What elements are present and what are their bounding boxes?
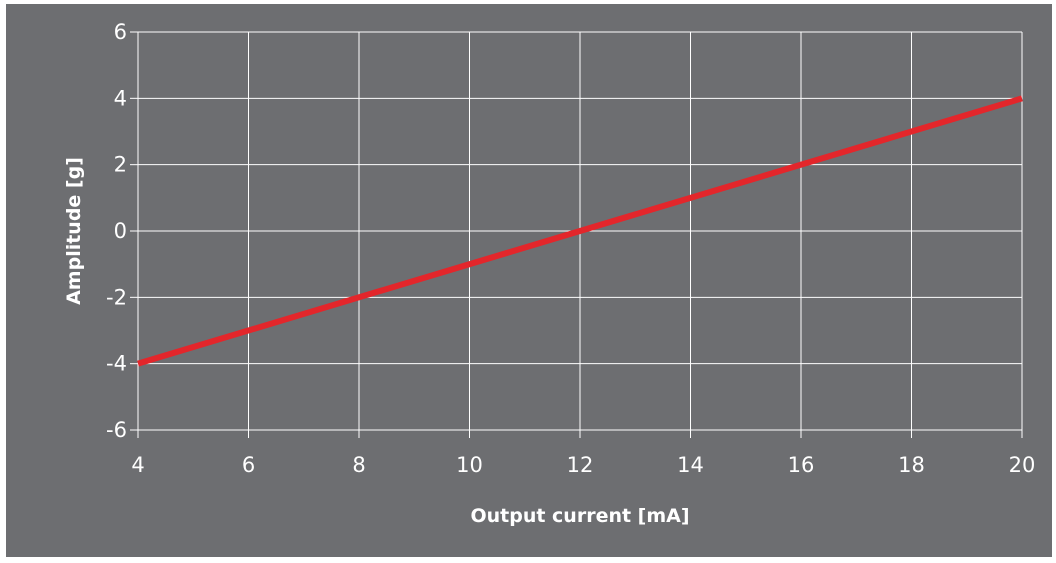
x-tick-label: 4 (131, 453, 144, 477)
x-tick-label: 16 (788, 453, 815, 477)
y-tick-label: 6 (114, 20, 127, 44)
y-axis-title: Amplitude [g] (63, 157, 85, 305)
series-line (137, 95, 1023, 367)
y-tick-label: -4 (106, 352, 127, 376)
y-tick-label: -2 (106, 285, 127, 309)
x-tick-label: 20 (1009, 453, 1036, 477)
x-tick-label: 8 (352, 453, 365, 477)
x-tick-labels: 4 6 8 10 12 14 16 18 20 (131, 453, 1035, 477)
y-tick-label: 0 (114, 219, 127, 243)
x-tick-label: 18 (898, 453, 925, 477)
chart-panel: 6 4 2 0 -2 -4 -6 4 6 8 10 12 14 16 18 20 Output curren… (6, 4, 1052, 557)
x-tick-label: 14 (677, 453, 704, 477)
x-tick-label: 6 (242, 453, 255, 477)
y-tick-labels: 6 4 2 0 -2 -4 -6 (106, 20, 127, 442)
y-tick-label: 2 (114, 153, 127, 177)
x-tick-label: 10 (456, 453, 483, 477)
y-tick-label: -6 (106, 418, 127, 442)
y-tick-label: 4 (114, 86, 127, 110)
x-axis-title: Output current [mA] (470, 505, 689, 527)
x-tick-label: 12 (567, 453, 594, 477)
series-layer (137, 95, 1023, 367)
